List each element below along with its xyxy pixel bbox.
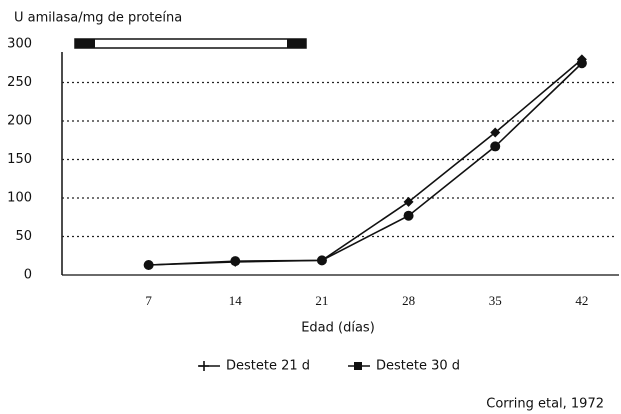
y-tick-label: 50: [15, 229, 32, 244]
y-tick-label: 250: [7, 75, 32, 90]
y-tick-label: 0: [24, 268, 32, 283]
x-tick-label: 42: [575, 293, 588, 308]
y-tick-label: 300: [7, 37, 32, 52]
point: [403, 196, 414, 207]
y-axis-label: U amilasa/mg de proteína: [14, 11, 182, 26]
period-bar: [74, 38, 307, 49]
point: [490, 141, 501, 152]
legend-marker: [199, 361, 209, 371]
legend-marker: [354, 362, 362, 370]
y-tick-label: 200: [7, 114, 32, 129]
series-line: [148, 58, 583, 266]
x-tick-label: 21: [315, 293, 328, 308]
y-tick-label: 150: [7, 152, 32, 167]
legend-label: Destete 21 d: [226, 359, 310, 374]
point: [490, 127, 501, 138]
point: [316, 255, 327, 266]
x-axis-label: Edad (días): [301, 321, 375, 336]
x-tick-label: 28: [402, 293, 415, 308]
x-tick-label: 35: [489, 293, 502, 308]
annotation: Corring etal, 1972: [486, 397, 604, 412]
x-tick-label: 7: [145, 293, 152, 308]
series-line: [148, 62, 583, 266]
point: [143, 259, 154, 270]
point: [576, 58, 587, 69]
y-tick-label: 100: [7, 191, 32, 206]
point: [230, 256, 241, 267]
legend-label: Destete 30 d: [376, 359, 460, 374]
x-tick-label: 14: [229, 293, 243, 308]
point: [403, 210, 414, 221]
